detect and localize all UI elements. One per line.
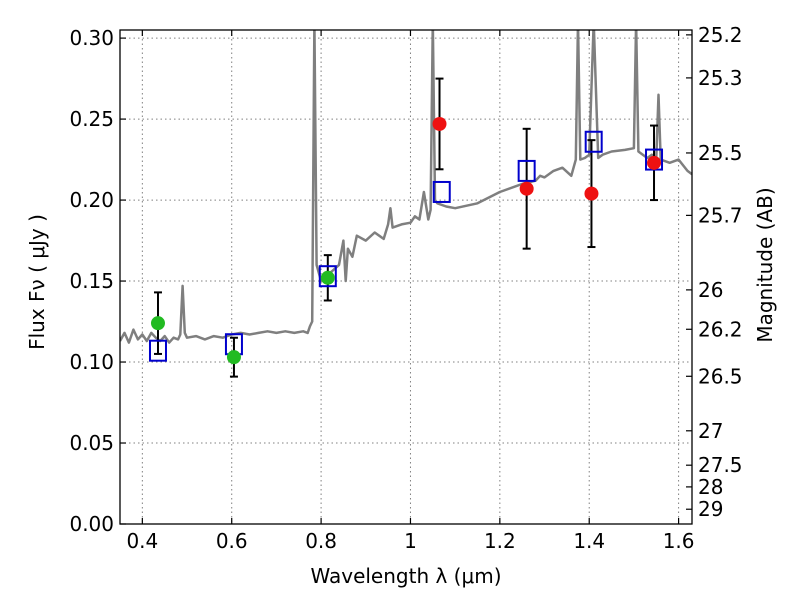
mag-tick-label: 28 (698, 475, 723, 499)
x-axis-label: Wavelength λ (μm) (310, 564, 501, 588)
observed-flux-point (150, 316, 165, 331)
x-tick-label: 1.4 (573, 529, 605, 553)
y-tick-label: 0.25 (69, 107, 114, 131)
mag-tick-label: 27.5 (698, 453, 743, 477)
y-tick-label: 0.10 (69, 350, 114, 374)
plot-frame (119, 29, 693, 525)
observed-flux-point (647, 155, 662, 170)
observed-flux-point (584, 186, 599, 201)
model-flux-marker (584, 130, 603, 153)
observed-flux-point (320, 270, 335, 285)
mag-tick-label: 25.3 (698, 66, 743, 90)
axes: 0.4 0.6 0.8 1 1.2 1.4 1.6 0.00 0.05 0.10 0.15 0.20 0… (69, 23, 742, 553)
mag-tick-label: 26.2 (698, 317, 743, 341)
model-flux-marker (432, 180, 451, 203)
mag-tick-label: 27 (698, 419, 723, 443)
mag-tick-label: 25.2 (698, 23, 743, 47)
spectrum-line (120, 30, 692, 344)
mag-tick-label: 25.7 (698, 203, 743, 227)
x-tick-label: 0.6 (216, 529, 248, 553)
grid-layer (120, 30, 692, 525)
y-axis-label: Flux Fν ( μJy ) (25, 214, 49, 350)
x-tick-label: 0.8 (305, 529, 337, 553)
y-tick-label: 0.05 (69, 431, 114, 455)
y-axis-right-label: Magnitude (AB) (753, 187, 777, 342)
mag-tick-label: 29 (698, 497, 723, 521)
y-tick-label: 0.15 (69, 269, 114, 293)
y-tick-label: 0.00 (69, 512, 114, 536)
mag-tick-label: 26.5 (698, 364, 743, 388)
model-flux-marker (148, 339, 167, 362)
model-flux-marker (318, 265, 337, 288)
y-tick-label: 0.20 (69, 188, 114, 212)
observed-flux-point (432, 116, 447, 131)
observed-flux-point (226, 350, 241, 365)
observed-flux-point (519, 181, 534, 196)
x-tick-label: 1.2 (484, 529, 516, 553)
model-flux-marker (517, 159, 536, 182)
x-tick-label: 1 (404, 529, 417, 553)
x-tick-label: 0.4 (126, 529, 158, 553)
plot-area (120, 30, 692, 378)
x-tick-label: 1.6 (663, 529, 695, 553)
mag-tick-label: 25.5 (698, 141, 743, 165)
y-tick-label: 0.30 (69, 26, 114, 50)
mag-tick-label: 26 (698, 278, 723, 302)
